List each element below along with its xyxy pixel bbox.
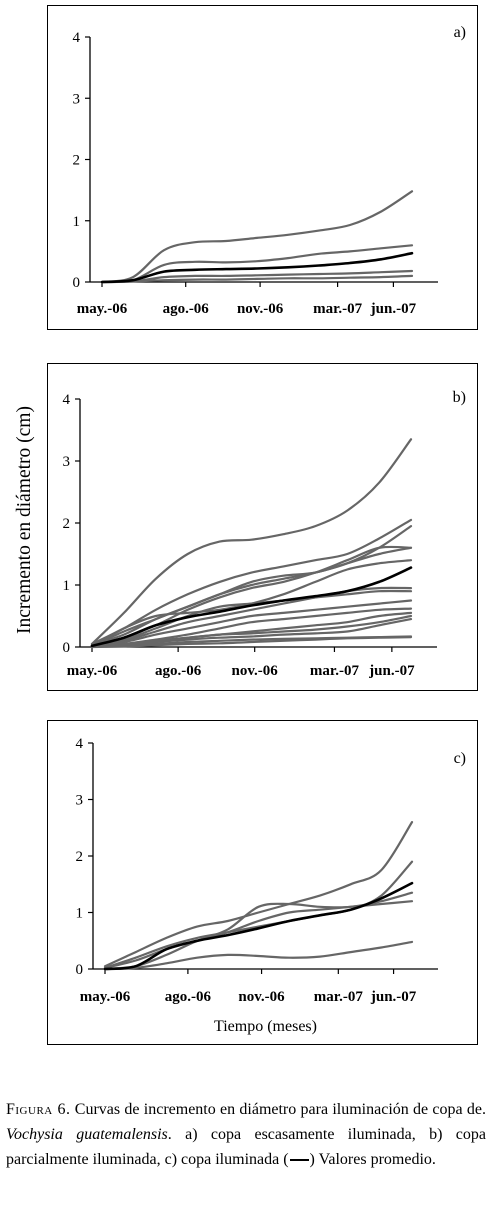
x-tick-label: jun.-07 bbox=[370, 301, 417, 317]
tree-series-line bbox=[90, 525, 413, 647]
caption-text-2: . a) copa escasamente iluminada, b) copa… bbox=[6, 1126, 486, 1168]
chart-panel-b: 0 1 2 3 4 may.-06 ago.-06 nov.-06 mar.-07 jun.-07… bbox=[47, 363, 478, 691]
tree-series-line bbox=[100, 244, 414, 284]
tree-series-line bbox=[100, 190, 414, 284]
y-tick-label: 0 bbox=[73, 275, 81, 291]
tree-series-line bbox=[90, 618, 413, 648]
chart-c: 0 1 2 3 4 may.-06 ago.-06 nov.-06 mar.-07 jun.-07… bbox=[76, 736, 467, 1035]
y-tick-label: 1 bbox=[73, 214, 81, 230]
chart-a: 0 1 2 3 4 may.-06 ago.-06 nov.-06 mar.-07 jun.-07… bbox=[73, 24, 467, 317]
y-axis-title: Incremento en diámetro (cm) bbox=[14, 406, 35, 634]
x-tick-label: jun.-07 bbox=[370, 989, 417, 1005]
chart-b: 0 1 2 3 4 may.-06 ago.-06 nov.-06 mar.-07 jun.-07… bbox=[63, 389, 467, 679]
y-tick-label: 3 bbox=[73, 91, 81, 107]
y-tick-label: 2 bbox=[63, 516, 71, 532]
tree-series-line bbox=[103, 860, 414, 969]
x-tick-label: ago.-06 bbox=[163, 301, 210, 317]
chart-panel-a: 0 1 2 3 4 may.-06 ago.-06 nov.-06 mar.-07 jun.-07… bbox=[47, 5, 478, 330]
y-tick-label: 2 bbox=[73, 153, 81, 169]
mean-series-line bbox=[100, 251, 414, 284]
tree-series-line bbox=[90, 614, 413, 648]
y-tick-label: 3 bbox=[76, 793, 84, 809]
x-tick-label: nov.-06 bbox=[232, 663, 279, 679]
figure-label: Figura 6. bbox=[6, 1101, 71, 1118]
caption-text-3: ) Valores promedio. bbox=[309, 1151, 436, 1168]
panel-label: c) bbox=[454, 750, 466, 767]
tree-series-line bbox=[90, 546, 413, 647]
x-tick-label: mar.-07 bbox=[313, 301, 363, 317]
chart-panel-c: 0 1 2 3 4 may.-06 ago.-06 nov.-06 mar.-07 jun.-07… bbox=[47, 720, 478, 1045]
y-tick-label: 1 bbox=[76, 906, 84, 922]
tree-series-line bbox=[100, 269, 414, 284]
tree-series-line bbox=[90, 438, 413, 645]
mean-series-line bbox=[103, 881, 414, 971]
x-tick-label: may.-06 bbox=[80, 989, 131, 1005]
y-tick-label: 2 bbox=[76, 849, 84, 865]
y-tick-label: 0 bbox=[63, 640, 71, 656]
x-tick-label: jun.-07 bbox=[368, 663, 415, 679]
caption-text-1: Curvas de incremento en diámetro para il… bbox=[70, 1101, 487, 1118]
x-tick-label: nov.-06 bbox=[238, 989, 285, 1005]
x-tick-label: may.-06 bbox=[67, 663, 118, 679]
y-tick-label: 0 bbox=[76, 962, 84, 978]
panel-label: a) bbox=[454, 24, 466, 41]
y-tick-label: 1 bbox=[63, 578, 71, 594]
tree-series-line bbox=[103, 940, 414, 971]
y-tick-label: 4 bbox=[63, 392, 71, 408]
x-tick-label: mar.-07 bbox=[314, 989, 364, 1005]
tree-series-line bbox=[100, 274, 414, 284]
figure-caption: Figura 6. Curvas de incremento en diámet… bbox=[6, 1097, 486, 1172]
tree-series-line bbox=[90, 636, 413, 649]
y-tick-label: 4 bbox=[73, 30, 81, 46]
y-tick-label: 3 bbox=[63, 454, 71, 470]
panel-label: b) bbox=[453, 389, 466, 406]
tree-series-line bbox=[90, 518, 413, 645]
y-tick-label: 4 bbox=[76, 736, 84, 752]
x-axis-title: Tiempo (meses) bbox=[214, 1018, 317, 1035]
x-tick-label: ago.-06 bbox=[155, 663, 202, 679]
x-tick-label: mar.-07 bbox=[310, 663, 360, 679]
mean-line-legend-icon bbox=[289, 1159, 309, 1162]
mean-series-line bbox=[90, 566, 413, 648]
species-name: Vochysia guatemalensis bbox=[6, 1126, 168, 1143]
x-tick-label: may.-06 bbox=[77, 301, 128, 317]
x-tick-label: nov.-06 bbox=[237, 301, 284, 317]
tree-series-line bbox=[103, 821, 414, 968]
tree-series-line bbox=[90, 589, 413, 647]
x-tick-label: ago.-06 bbox=[165, 989, 212, 1005]
tree-series-line bbox=[90, 599, 413, 647]
